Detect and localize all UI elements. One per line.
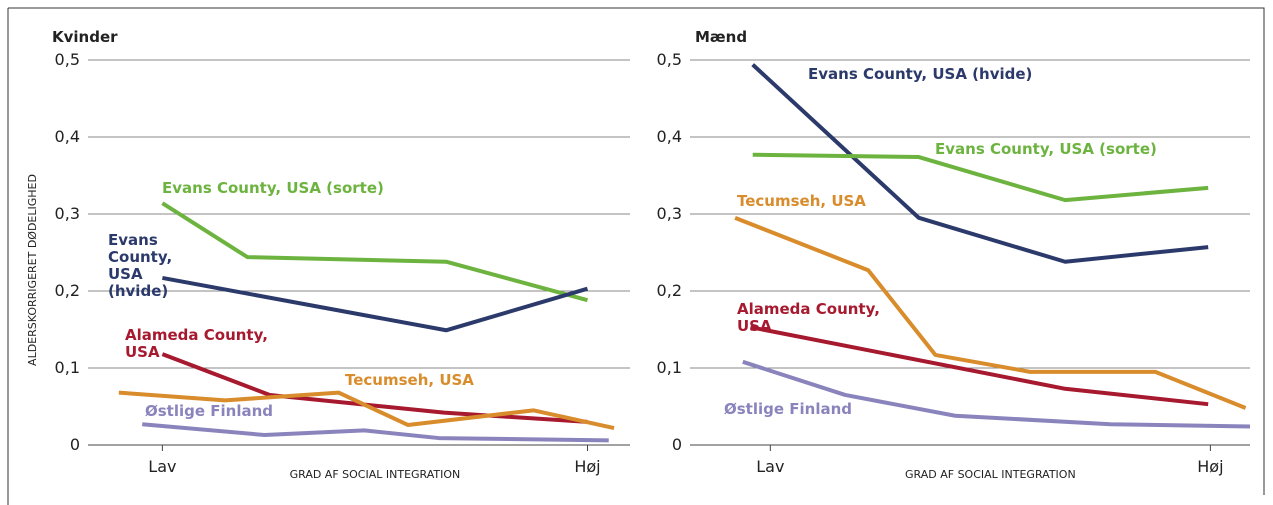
series-label: Alameda County, USA xyxy=(125,326,268,361)
y-tick-label: 0,1 xyxy=(55,358,80,377)
series-label: Evans County, USA (hvide) xyxy=(108,231,173,300)
y-tick-label: 0,2 xyxy=(55,281,80,300)
series-label: Tecumseh, USA xyxy=(345,371,474,389)
series-line xyxy=(751,63,1209,264)
panel-title: Mænd xyxy=(695,28,747,46)
y-tick-label: 0,1 xyxy=(657,358,682,377)
series-line xyxy=(161,352,588,424)
series-line xyxy=(142,422,609,443)
series-label: Evans County, USA (hvide) xyxy=(808,65,1033,83)
y-tick-label: 0,4 xyxy=(657,127,682,146)
y-tick-label: 0,5 xyxy=(55,50,80,69)
series-label: Østlige Finland xyxy=(145,402,274,420)
series-line xyxy=(742,359,1251,429)
x-axis-label: GRAD AF SOCIAL INTEGRATION xyxy=(290,468,461,481)
y-tick-label: 0,3 xyxy=(55,204,80,223)
x-tick-label: Lav xyxy=(756,457,784,476)
frame xyxy=(7,7,1265,505)
y-tick-label: 0 xyxy=(672,435,682,454)
x-axis-label: GRAD AF SOCIAL INTEGRATION xyxy=(905,468,1076,481)
y-tick-label: 0,3 xyxy=(657,204,682,223)
y-tick-label: 0,4 xyxy=(55,127,80,146)
series-line xyxy=(162,275,589,333)
series-line xyxy=(750,325,1209,407)
y-tick-label: 0 xyxy=(70,435,80,454)
y-tick-label: 0,5 xyxy=(657,50,682,69)
series-line xyxy=(752,152,1209,203)
series-label: Evans County, USA (sorte) xyxy=(935,140,1157,158)
x-tick-label: Høj xyxy=(574,457,600,476)
x-tick-label: Høj xyxy=(1197,457,1223,476)
series-label: Tecumseh, USA xyxy=(737,192,866,210)
series-line xyxy=(161,201,589,303)
series-label: Evans County, USA (sorte) xyxy=(162,179,384,197)
y-axis-label: ALDERSKORRIGERET DØDELIGHED xyxy=(26,174,39,366)
series-line xyxy=(118,390,615,431)
x-tick-label: Lav xyxy=(148,457,176,476)
series-label: Østlige Finland xyxy=(724,400,853,418)
panel-title: Kvinder xyxy=(52,28,118,46)
y-tick-label: 0,2 xyxy=(657,281,682,300)
series-line xyxy=(734,215,1247,410)
series-label: Alameda County, USA xyxy=(737,300,880,335)
